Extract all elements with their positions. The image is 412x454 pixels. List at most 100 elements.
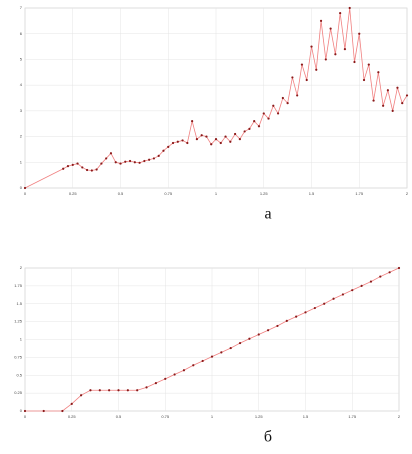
data-point	[76, 162, 79, 165]
data-point	[210, 355, 214, 358]
data-point	[98, 389, 101, 392]
x-tick-label: 1.5	[303, 414, 309, 419]
data-point	[253, 120, 256, 123]
data-point	[200, 134, 203, 137]
data-point	[191, 120, 194, 123]
data-point	[23, 186, 27, 190]
x-tick-label: 0.75	[164, 191, 173, 196]
data-point	[397, 266, 401, 270]
y-tick-label: 0.25	[14, 390, 23, 395]
y-tick-label: 7	[20, 5, 23, 10]
data-point	[248, 127, 251, 130]
data-point	[164, 377, 167, 380]
data-point	[117, 389, 120, 392]
x-tick-label: 2	[398, 414, 401, 419]
data-point	[201, 359, 204, 363]
y-tick-label: 0	[20, 185, 23, 190]
data-point	[243, 130, 246, 133]
x-tick-label: 0.75	[161, 414, 170, 419]
data-point	[224, 135, 227, 138]
data-point	[109, 152, 113, 155]
data-point	[62, 167, 65, 170]
data-point	[23, 409, 27, 413]
y-tick-label: 1.75	[14, 283, 23, 288]
data-point	[362, 78, 366, 82]
y-tick-label: 5	[20, 56, 23, 61]
y-tick-label: 1	[20, 159, 23, 164]
data-point	[286, 102, 289, 105]
data-point	[310, 45, 313, 48]
data-point	[192, 364, 195, 367]
data-point	[324, 58, 327, 61]
data-point	[401, 102, 404, 105]
data-point	[138, 161, 141, 164]
data-point	[339, 12, 342, 15]
data-point	[267, 329, 270, 332]
data-point	[145, 386, 148, 389]
data-point	[391, 109, 394, 112]
data-point	[66, 165, 70, 168]
y-tick-label: 0	[20, 408, 23, 413]
data-point	[136, 389, 139, 392]
data-point	[219, 141, 222, 145]
y-tick-label: 1	[20, 337, 23, 342]
data-point	[386, 89, 389, 92]
data-point	[229, 140, 232, 143]
data-point	[405, 94, 409, 97]
x-tick-label: 1.25	[255, 414, 264, 419]
data-point	[281, 96, 284, 100]
y-tick-label: 0.5	[16, 372, 22, 377]
data-point	[234, 132, 237, 136]
y-tick-label: 0.75	[14, 354, 23, 359]
data-point	[276, 324, 279, 328]
data-point	[126, 389, 129, 392]
data-point	[379, 275, 382, 278]
data-point	[285, 319, 288, 323]
x-tick-label: 1.5	[309, 191, 315, 196]
data-point	[81, 166, 84, 169]
data-point	[114, 161, 117, 164]
caption: а	[264, 206, 271, 223]
x-tick-label: 0	[24, 414, 27, 419]
data-point	[152, 157, 156, 160]
data-point	[148, 158, 151, 161]
data-point	[85, 168, 89, 172]
x-tick-label: 2	[406, 191, 409, 196]
data-point	[291, 76, 294, 79]
y-tick-label: 2	[20, 134, 23, 139]
data-point	[334, 53, 337, 56]
data-point	[358, 32, 361, 35]
data-point	[276, 112, 280, 115]
data-point	[369, 280, 373, 283]
y-tick-label: 4	[20, 82, 23, 87]
data-point	[105, 157, 108, 160]
data-point	[353, 60, 356, 64]
x-tick-label: 0.5	[116, 414, 122, 419]
data-point	[262, 112, 265, 115]
data-point	[186, 141, 189, 145]
data-point	[296, 94, 299, 97]
data-point	[272, 104, 275, 107]
data-point	[367, 63, 370, 66]
data-point	[89, 389, 92, 392]
data-point	[238, 138, 241, 141]
data-point	[61, 409, 64, 413]
x-tick-label: 1.25	[260, 191, 269, 196]
data-point	[143, 159, 146, 163]
data-point	[133, 161, 136, 164]
x-tick-label: 0.25	[68, 414, 77, 419]
data-point	[295, 315, 298, 318]
data-point	[388, 271, 391, 274]
data-point	[304, 311, 307, 314]
x-tick-label: 0.5	[118, 191, 124, 196]
data-point	[257, 333, 260, 336]
data-point	[329, 27, 332, 30]
data-point	[372, 99, 375, 102]
data-point	[124, 160, 127, 163]
data-point	[100, 162, 103, 165]
data-point	[382, 104, 385, 107]
data-point	[313, 306, 316, 310]
x-tick-label: 1.75	[348, 414, 357, 419]
data-point	[267, 117, 270, 120]
